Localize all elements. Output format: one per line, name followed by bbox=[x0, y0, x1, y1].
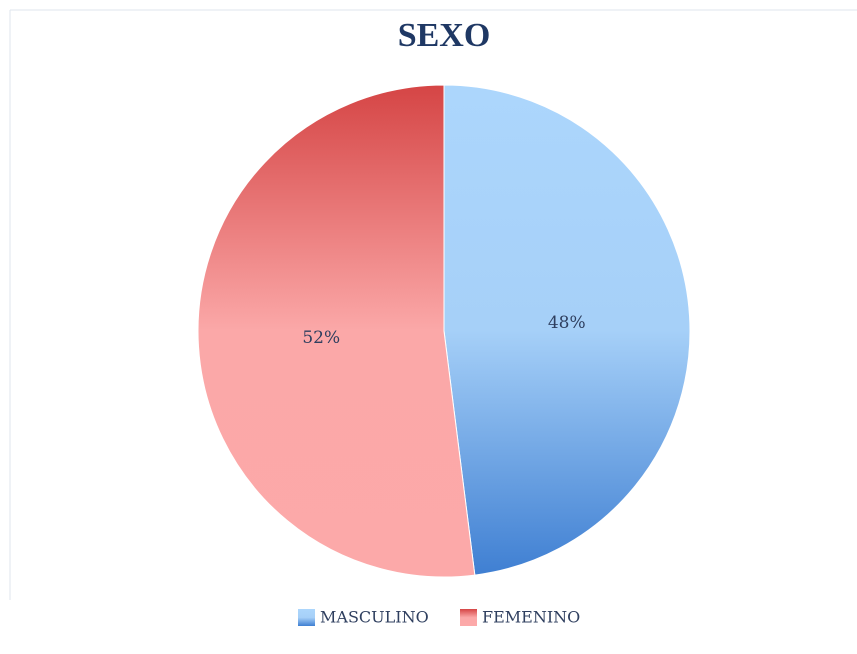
pie-slice bbox=[197, 84, 476, 578]
legend-label: FEMENINO bbox=[482, 608, 580, 627]
value-label: 48% bbox=[548, 313, 586, 333]
legend-label: MASCULINO bbox=[320, 608, 429, 627]
legend-swatch bbox=[298, 609, 315, 626]
pie-slice bbox=[443, 84, 691, 576]
value-label: 52% bbox=[302, 328, 340, 348]
legend-swatch bbox=[460, 609, 477, 626]
chart-title: SEXO bbox=[398, 17, 491, 54]
